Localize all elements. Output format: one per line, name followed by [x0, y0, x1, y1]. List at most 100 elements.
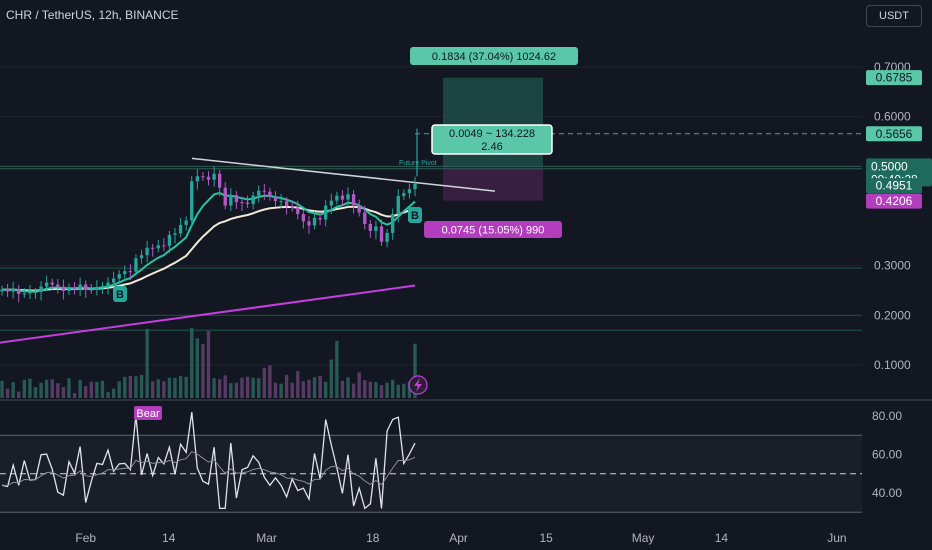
time-tick: 18 [366, 531, 380, 545]
volume-bar [178, 375, 183, 398]
time-axis[interactable]: Feb 14 Mar 18 Apr 15 May 14 Jun [75, 531, 846, 545]
candle [39, 286, 43, 292]
candle [229, 195, 233, 206]
rsi-tick: 80.00 [872, 409, 902, 423]
loss-label-text: 0.0745 (15.05%) 990 [442, 225, 545, 237]
price-label-bg [866, 126, 922, 142]
volume-bar [346, 377, 350, 398]
volume-bar [173, 377, 177, 398]
bear-label[interactable]: Bear [134, 406, 162, 420]
volume-bar [268, 365, 272, 398]
volume-bar [128, 375, 133, 398]
candle [117, 274, 121, 279]
volume-bar [396, 384, 400, 398]
loss-label[interactable]: 0.0745 (15.05%) 990 [424, 221, 562, 238]
volume-bar [262, 367, 266, 398]
ema-long-line [0, 284, 416, 344]
candle [251, 195, 255, 205]
candle [0, 289, 4, 292]
bear-label-bg [134, 406, 162, 420]
candle [44, 282, 49, 287]
candle [84, 284, 88, 290]
time-tick: Mar [256, 531, 277, 545]
profit-label-text: 0.1834 (37.04%) 1024.62 [432, 51, 556, 63]
candle [212, 173, 216, 180]
candle [257, 190, 261, 196]
price-axis[interactable]: 0.70000.60000.30000.20000.10000.67850.56… [866, 60, 932, 500]
volume-bar [117, 381, 121, 398]
currency-button[interactable]: USDT [866, 5, 922, 27]
volume-bar [245, 376, 250, 398]
buy-marker-text: B [116, 289, 124, 301]
volume-bar [229, 383, 233, 398]
lightning-icon[interactable] [408, 375, 428, 395]
overlays: 0.1834 (37.04%) 1024.62 0.0745 (15.05%) 9… [113, 47, 578, 395]
bear-label-text: Bear [136, 408, 160, 420]
volume-bar [17, 391, 21, 398]
volume-bar [374, 382, 378, 398]
buy-marker[interactable]: B [408, 207, 422, 223]
volume-bars [0, 328, 417, 398]
volume-bar [318, 375, 322, 398]
time-tick: Feb [75, 531, 96, 545]
rsi-pane: Bear [0, 406, 862, 513]
candle [151, 247, 155, 249]
volume-bar [363, 380, 367, 398]
entry-label-line2: 2.46 [481, 141, 502, 153]
candle [324, 205, 328, 220]
candle [268, 191, 272, 197]
candle [340, 195, 345, 200]
volume-bar [407, 381, 412, 398]
volume-bar [156, 379, 160, 398]
volume-bar [284, 374, 289, 398]
profit-label-bg [410, 47, 578, 65]
volume-bar [151, 381, 155, 398]
candle [195, 176, 200, 182]
price-tick: 0.2000 [874, 308, 911, 322]
candle [145, 247, 149, 256]
volume-bar [100, 380, 105, 398]
candle [128, 271, 133, 273]
candle [72, 287, 77, 290]
volume-bar [61, 387, 66, 398]
candle [22, 293, 26, 295]
candle [134, 258, 138, 272]
volume-bar [206, 330, 211, 398]
candle [329, 200, 333, 206]
profit-label[interactable]: 0.1834 (37.04%) 1024.62 [410, 47, 578, 65]
future-pivot-label: Future Pivot [399, 160, 437, 167]
entry-label-line1: 0.0049 ~ 134.228 [449, 128, 535, 140]
volume-bar [84, 386, 88, 398]
buy-marker[interactable]: B [113, 286, 127, 302]
volume-bar [22, 379, 26, 398]
volume-bar [379, 385, 384, 398]
candle [290, 206, 294, 208]
candle [296, 207, 300, 215]
volume-bar [391, 379, 395, 398]
volume-bar [240, 377, 244, 398]
candle [217, 173, 222, 188]
trend-line [191, 157, 496, 192]
loss-zone[interactable] [443, 166, 543, 201]
volume-bar [72, 393, 77, 398]
candle [123, 271, 127, 275]
candle [245, 202, 250, 205]
candle [351, 194, 356, 206]
price-label-bg [866, 178, 922, 194]
candle [5, 289, 10, 292]
volume-bar [279, 383, 283, 398]
grid [0, 66, 932, 401]
time-tick: 14 [162, 531, 176, 545]
candle [111, 278, 116, 283]
volume-bar [184, 376, 188, 398]
price-label: 0.4951 [876, 179, 913, 193]
volume-bar [106, 392, 110, 398]
candle [301, 214, 306, 222]
volume-bar [340, 380, 345, 398]
volume-bar [78, 379, 82, 398]
volume-bar [296, 370, 300, 398]
volume-bar [351, 383, 356, 398]
candle [240, 202, 244, 204]
candle [279, 201, 283, 203]
